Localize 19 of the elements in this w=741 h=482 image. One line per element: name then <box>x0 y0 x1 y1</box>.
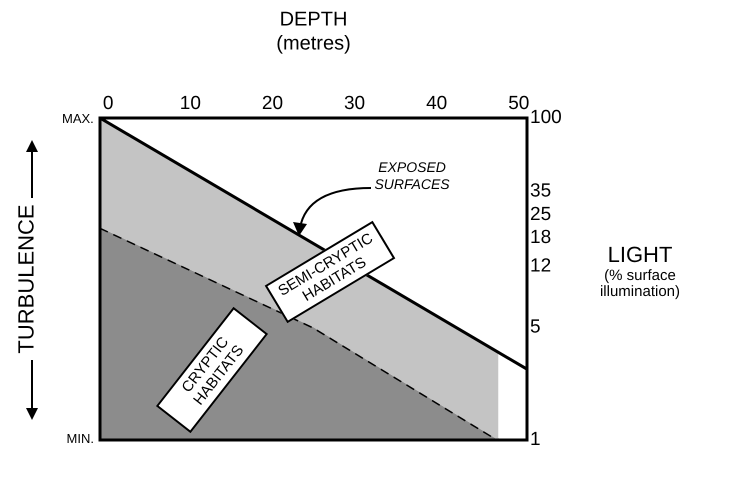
y2-tick-label: 35 <box>530 180 552 202</box>
x-tick-label: 50 <box>508 92 530 114</box>
y2-tick-label: 18 <box>530 227 552 248</box>
annotation: EXPOSED SURFACES <box>373 158 451 193</box>
y-axis-title: TURBULENCE <box>13 204 38 354</box>
y2-tick-label: 5 <box>530 316 541 338</box>
y2-tick-label: 25 <box>530 204 552 226</box>
x-axis-title: DEPTH (metres) <box>276 8 351 55</box>
x-tick-label: 10 <box>180 92 201 114</box>
y2-axis-title: LIGHT (% surface illumination) <box>598 242 682 300</box>
y2-tick-label: 100 <box>530 107 562 128</box>
x-tick-label: 30 <box>344 92 366 114</box>
x-tick-label: 20 <box>262 92 284 114</box>
text: MAX. <box>62 110 94 126</box>
x-tick-label: 0 <box>102 92 114 114</box>
y2-tick-label: 1 <box>530 429 541 450</box>
x-tick-label: 40 <box>426 92 448 114</box>
y2-tick-label: 12 <box>530 255 552 276</box>
text: MIN. <box>66 430 94 446</box>
